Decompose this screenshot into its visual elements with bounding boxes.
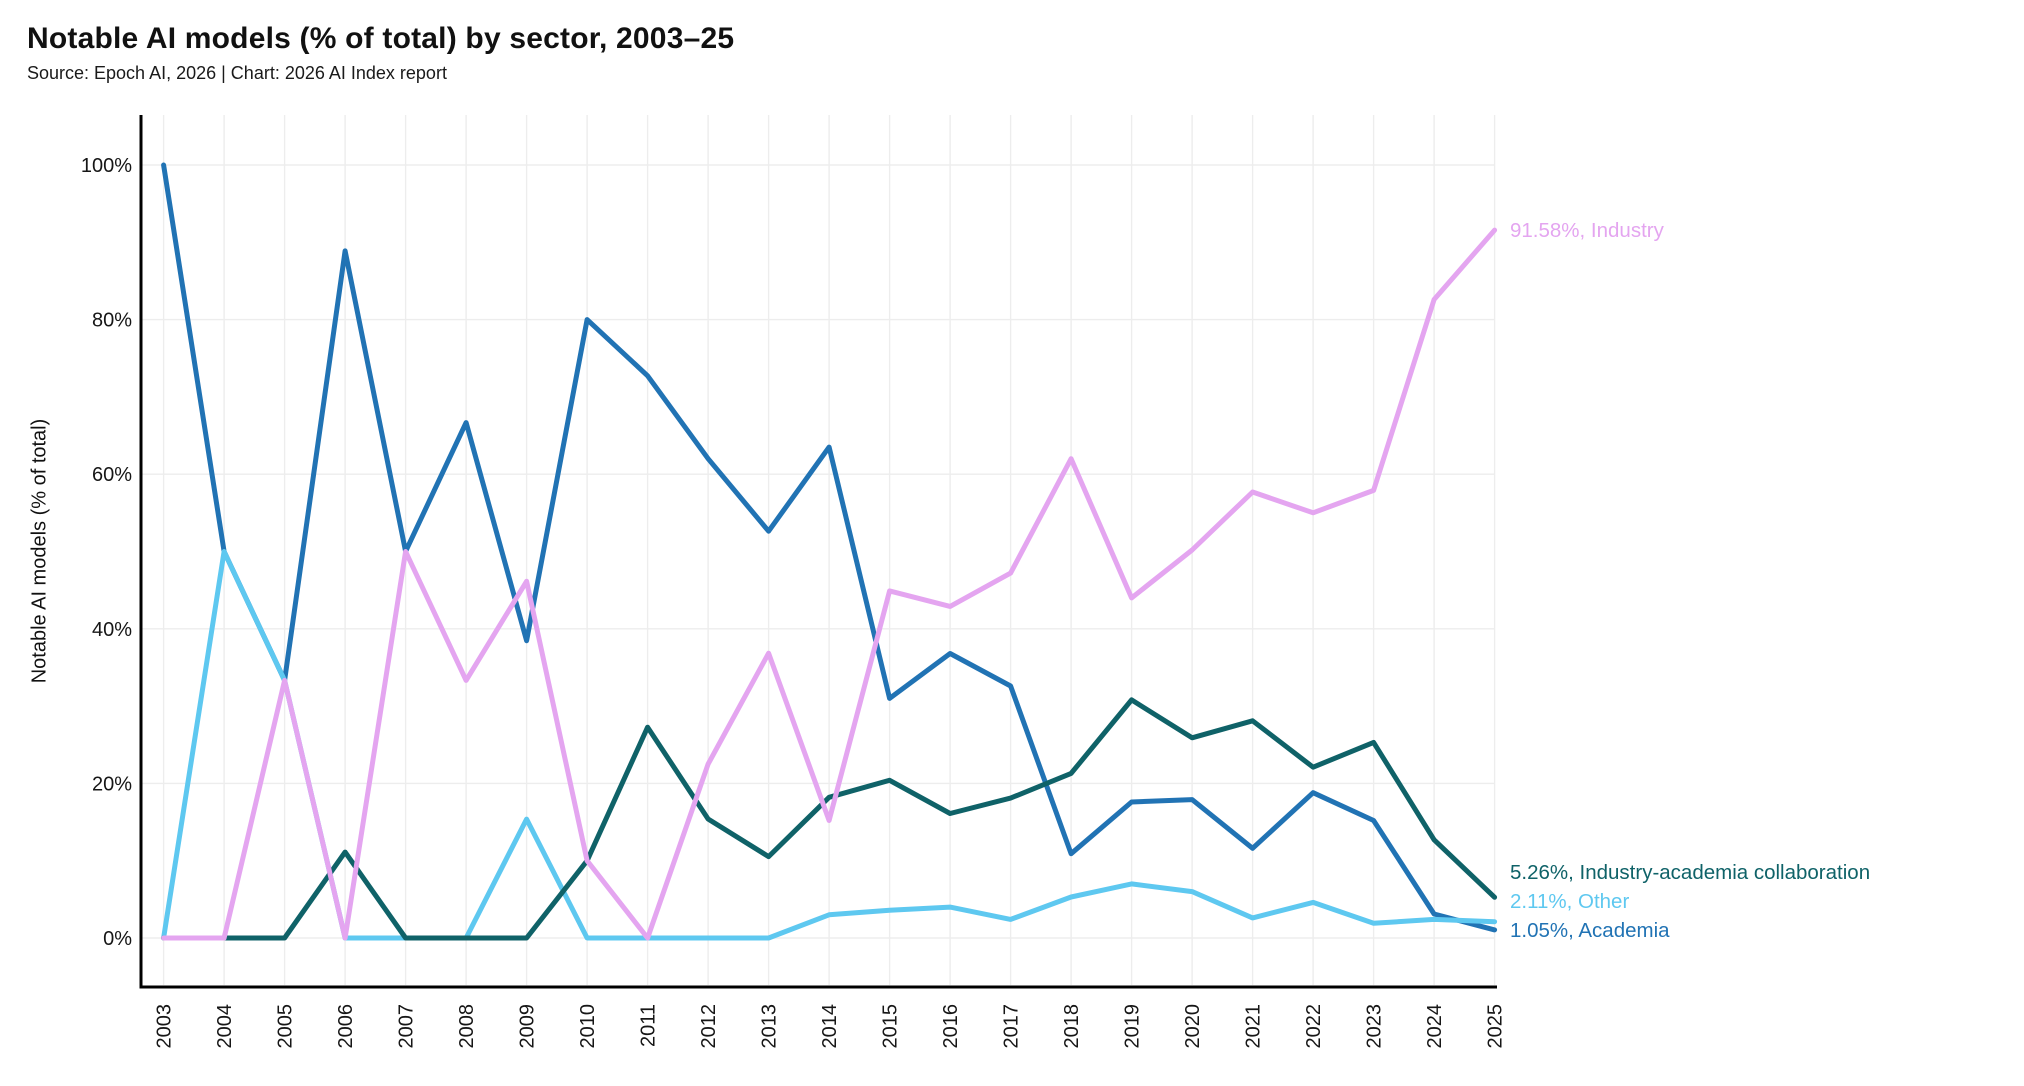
x-tick-2007: 2007 [396, 1004, 418, 1049]
x-tick-2021: 2021 [1243, 1004, 1265, 1049]
x-tick-2012: 2012 [698, 1004, 720, 1049]
end-label-industry-academia-collaboration: 5.26%, Industry-academia collaboration [1510, 861, 1870, 884]
x-tick-2013: 2013 [759, 1004, 781, 1049]
x-tick-2023: 2023 [1364, 1004, 1386, 1049]
x-tick-2004: 2004 [214, 1004, 236, 1049]
y-tick-40: 40% [92, 619, 132, 641]
line-other [161, 549, 1498, 941]
y-tick-0: 0% [103, 928, 132, 950]
x-tick-2016: 2016 [940, 1004, 962, 1049]
x-tick-2014: 2014 [819, 1004, 841, 1049]
end-label-other: 2.11%, Other [1510, 890, 1629, 913]
x-tick-2019: 2019 [1122, 1004, 1144, 1049]
line-industry-academia-collaboration [161, 697, 1498, 941]
end-label-industry: 91.58%, Industry [1510, 219, 1665, 242]
y-tick-labels: 0% 20% 40% 60% 80% 100% [81, 155, 132, 950]
x-tick-2011: 2011 [638, 1004, 660, 1047]
x-tick-2020: 2020 [1182, 1004, 1204, 1049]
x-tick-2025: 2025 [1485, 1004, 1507, 1049]
x-tick-2009: 2009 [517, 1004, 539, 1049]
x-tick-2006: 2006 [335, 1004, 357, 1049]
x-tick-2008: 2008 [456, 1004, 478, 1049]
x-tick-2022: 2022 [1303, 1004, 1325, 1049]
x-tick-2017: 2017 [1001, 1004, 1023, 1049]
x-tick-2010: 2010 [577, 1004, 599, 1049]
x-tick-2003: 2003 [154, 1004, 176, 1049]
x-tick-labels: 2003 2004 2005 2006 2007 2008 2009 2010 2011 2012… [154, 1004, 1507, 1049]
x-tick-2015: 2015 [880, 1004, 902, 1049]
y-tick-100: 100% [81, 155, 132, 177]
chart-title: Notable AI models (% of total) by sector… [27, 22, 735, 55]
series-end-labels: 1.05%, Academia 2.11%, Other 5.26%, Indust… [1510, 219, 1870, 942]
gridlines [141, 115, 1496, 985]
axes [139, 115, 1497, 989]
x-tick-2005: 2005 [275, 1004, 297, 1049]
y-tick-80: 80% [92, 310, 132, 332]
x-tick-2018: 2018 [1061, 1004, 1083, 1049]
y-tick-20: 20% [92, 773, 132, 795]
y-tick-60: 60% [92, 464, 132, 486]
x-tick-2024: 2024 [1424, 1004, 1446, 1049]
end-label-academia: 1.05%, Academia [1510, 919, 1670, 942]
chart-source: Source: Epoch AI, 2026 | Chart: 2026 AI … [27, 63, 447, 83]
series-lines [161, 162, 1498, 941]
line-industry [161, 227, 1498, 941]
line-academia [161, 162, 1498, 933]
